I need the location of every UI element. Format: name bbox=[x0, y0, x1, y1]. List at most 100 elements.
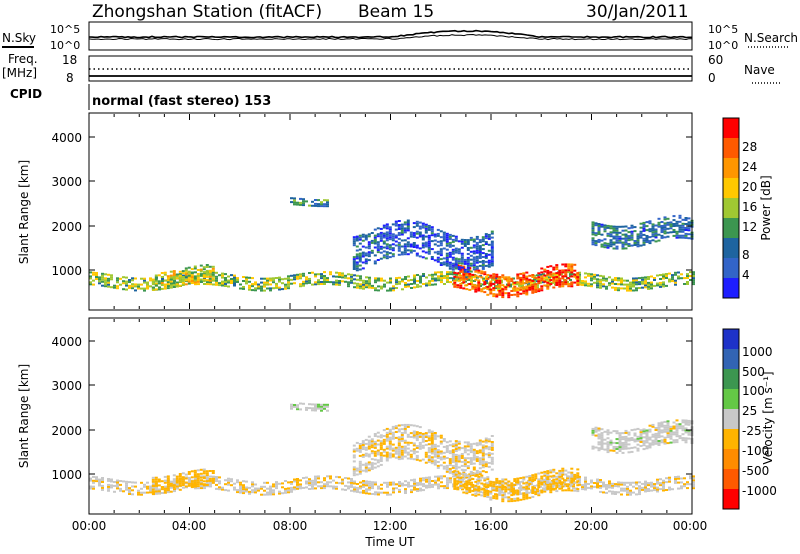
power-cell-695 bbox=[584, 284, 587, 287]
velocity-cell-821 bbox=[668, 480, 671, 483]
power-cell-712 bbox=[593, 275, 596, 278]
power-cell-510 bbox=[449, 273, 452, 276]
power-cell-1217 bbox=[549, 271, 553, 274]
power-cell-1251 bbox=[564, 283, 568, 286]
power-cell-340 bbox=[329, 271, 332, 274]
power-cell-1159 bbox=[525, 285, 529, 288]
power-cell-1872 bbox=[436, 256, 440, 259]
power-cell-234 bbox=[254, 283, 257, 286]
velocity-cell-2096 bbox=[487, 446, 491, 449]
power-cell-487 bbox=[434, 273, 437, 276]
power-cell-206 bbox=[233, 280, 236, 283]
velocity-ytick-2000: 2000 bbox=[51, 424, 82, 438]
velocity-cell-1592 bbox=[352, 466, 356, 469]
velocity-cell-1944 bbox=[448, 462, 452, 464]
power-cell-996 bbox=[456, 272, 460, 275]
velocity-colorbar: 1000 500 100 25 -25 -100 -500 -1000 Velo… bbox=[722, 328, 777, 510]
power-cell-1701 bbox=[385, 239, 389, 242]
power-cell-649 bbox=[548, 280, 551, 283]
velocity-cell-1879 bbox=[430, 446, 434, 449]
power-cell-508 bbox=[449, 281, 452, 284]
velocity-cell-823 bbox=[668, 476, 671, 479]
power-cell-1866 bbox=[433, 243, 437, 246]
power-cell-549 bbox=[479, 285, 482, 287]
power-cell-1064 bbox=[486, 287, 490, 290]
power-cell-252 bbox=[266, 279, 269, 282]
power-cell-827 bbox=[665, 275, 668, 277]
power-cbar-swatch-1 bbox=[723, 138, 739, 159]
velocity-cell-1535 bbox=[684, 419, 688, 422]
velocity-cell-1800 bbox=[406, 425, 410, 428]
power-cell-1583 bbox=[352, 268, 356, 270]
velocity-cell-431 bbox=[398, 482, 401, 485]
velocity-cell-710 bbox=[596, 486, 599, 489]
power-cell-32 bbox=[107, 279, 110, 282]
power-cell-1207 bbox=[546, 283, 550, 286]
velocity-cell-2072 bbox=[481, 456, 485, 459]
power-cell-1193 bbox=[540, 287, 544, 290]
velocity-cell-827 bbox=[674, 478, 677, 480]
velocity-cell-1766 bbox=[400, 457, 404, 460]
power-cell-1864 bbox=[433, 259, 437, 262]
velocity-cell-942 bbox=[196, 477, 200, 480]
velocity-cell-571 bbox=[500, 491, 503, 494]
velocity-cell-2023 bbox=[469, 470, 473, 473]
power-cell-2045 bbox=[481, 266, 485, 268]
velocity-cell-1174 bbox=[531, 480, 535, 483]
power-cell-960 bbox=[199, 264, 203, 267]
power-cell-1590 bbox=[352, 244, 356, 247]
velocity-cell-16 bbox=[101, 488, 104, 491]
velocity-cell-965 bbox=[208, 477, 212, 480]
velocity-cell-1789 bbox=[403, 427, 407, 430]
velocity-cell-1707 bbox=[385, 455, 389, 458]
velocity-cell-1509 bbox=[675, 429, 679, 432]
power-cell-1914 bbox=[445, 234, 449, 237]
power-cell-1630 bbox=[364, 260, 368, 263]
velocity-cell-1899 bbox=[433, 435, 437, 438]
velocity-cell-1603 bbox=[355, 447, 359, 450]
power-cell-639 bbox=[542, 279, 545, 282]
velocity-cell-1696 bbox=[379, 434, 383, 437]
velocity-cell-488 bbox=[437, 483, 440, 486]
power-cell-330 bbox=[323, 281, 326, 283]
power-cell-1557 bbox=[299, 201, 302, 204]
power-cell-2002 bbox=[469, 250, 473, 253]
power-cell-447 bbox=[407, 285, 410, 288]
power-cell-1735 bbox=[394, 228, 398, 231]
velocity-cell-1572 bbox=[314, 407, 317, 410]
velocity-cell-233 bbox=[254, 489, 257, 492]
velocity-cell-1291 bbox=[591, 445, 595, 448]
power-cell-467 bbox=[419, 277, 422, 280]
power-cell-550 bbox=[479, 283, 482, 285]
velocity-cells bbox=[89, 402, 695, 503]
velocity-cell-740 bbox=[614, 485, 617, 488]
velocity-cell-1518 bbox=[678, 423, 682, 426]
power-cell-1520 bbox=[681, 226, 685, 229]
power-cell-48 bbox=[122, 288, 125, 291]
velocity-cell-1256 bbox=[561, 467, 565, 470]
power-cell-1695 bbox=[385, 255, 389, 258]
power-cell-94 bbox=[155, 282, 158, 285]
velocity-cell-791 bbox=[647, 482, 650, 485]
velocity-cell-1678 bbox=[376, 451, 380, 454]
velocity-cell-1443 bbox=[654, 442, 658, 445]
power-cell-1339 bbox=[609, 235, 613, 238]
power-cell-947 bbox=[193, 267, 197, 270]
power-cell-1680 bbox=[379, 233, 383, 236]
velocity-cell-1210 bbox=[546, 480, 550, 482]
velocity-cell-1573 bbox=[314, 405, 317, 408]
power-cell-217 bbox=[242, 280, 245, 282]
power-cell-1582 bbox=[326, 199, 329, 202]
velocity-cell-2093 bbox=[487, 454, 491, 457]
velocity-cell-20 bbox=[101, 479, 104, 481]
velocity-cell-1880 bbox=[430, 444, 434, 447]
power-cell-1252 bbox=[564, 281, 568, 284]
velocity-cell-1064 bbox=[489, 490, 493, 493]
velocity-cell-1369 bbox=[624, 447, 628, 450]
velocity-cell-1622 bbox=[361, 448, 365, 450]
velocity-cell-1576 bbox=[317, 405, 320, 408]
power-cell-1318 bbox=[600, 225, 604, 228]
velocity-cell-860 bbox=[154, 490, 158, 493]
power-cell-1371 bbox=[621, 245, 625, 248]
velocity-cell-10 bbox=[95, 478, 98, 481]
